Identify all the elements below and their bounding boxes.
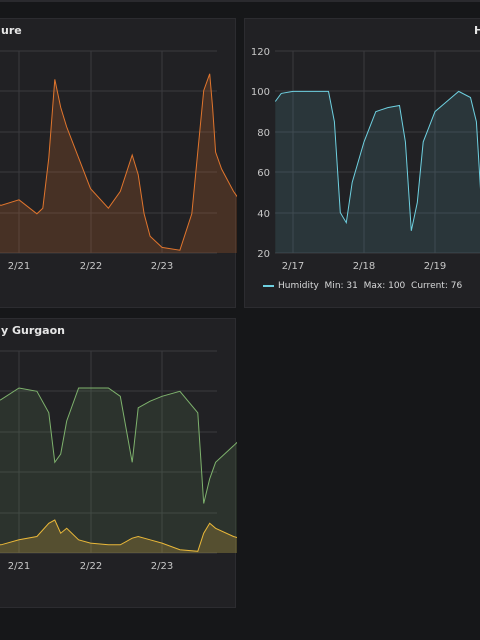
humidity-legend[interactable]: Humidity Min: 31 Max: 100 Current: 76 (263, 281, 462, 291)
x-tick: 2/22 (80, 561, 102, 572)
temperature-chart: 2/21 2/22 2/23 (0, 50, 237, 272)
temperature-grid (0, 50, 217, 254)
gurgaon-grid (0, 350, 217, 554)
humidity-panel-title: H (474, 24, 480, 37)
temperature-area (0, 73, 237, 253)
gurgaon-panel-title: y Gurgaon (1, 324, 65, 337)
y-tick: 20 (257, 249, 270, 260)
x-tick: 2/21 (8, 261, 30, 272)
x-tick: 2/18 (353, 261, 375, 272)
y-tick: 120 (251, 47, 270, 58)
gurgaon-upper-line (0, 387, 237, 504)
humidity-panel[interactable]: H 120 100 80 60 40 20 2/17 2/18 2/19 Hum… (244, 18, 480, 308)
legend-current: Current: 76 (411, 281, 463, 291)
temperature-panel[interactable]: ure 2/21 2/22 2/23 (0, 18, 237, 308)
y-tick: 60 (257, 168, 270, 179)
gurgaon-lower-area (0, 520, 237, 553)
x-tick: 2/21 (8, 561, 30, 572)
gurgaon-chart: 2/21 2/22 2/23 (0, 350, 237, 572)
humidity-line (274, 90, 480, 231)
temperature-panel-title: ure (1, 24, 22, 37)
x-tick: 2/17 (282, 261, 304, 272)
humidity-chart: 120 100 80 60 40 20 2/17 2/18 2/19 (251, 47, 480, 272)
legend-series-name: Humidity (278, 281, 319, 291)
x-tick: 2/22 (80, 261, 102, 272)
legend-min: Min: 31 (324, 281, 358, 291)
temperature-line (0, 73, 237, 251)
top-border (0, 0, 480, 2)
gurgaon-panel[interactable]: y Gurgaon 2/21 2/22 2/23 (0, 318, 237, 608)
x-tick: 2/23 (151, 261, 173, 272)
y-tick: 40 (257, 209, 270, 220)
x-tick: 2/23 (151, 561, 173, 572)
legend-max: Max: 100 (363, 281, 406, 291)
y-tick: 80 (257, 128, 270, 139)
y-tick: 100 (251, 87, 270, 98)
x-tick: 2/19 (424, 261, 446, 272)
humidity-legend-swatch (263, 284, 274, 287)
gurgaon-lower-line (0, 519, 237, 552)
humidity-area (275, 91, 480, 253)
gurgaon-upper-area (0, 388, 237, 553)
